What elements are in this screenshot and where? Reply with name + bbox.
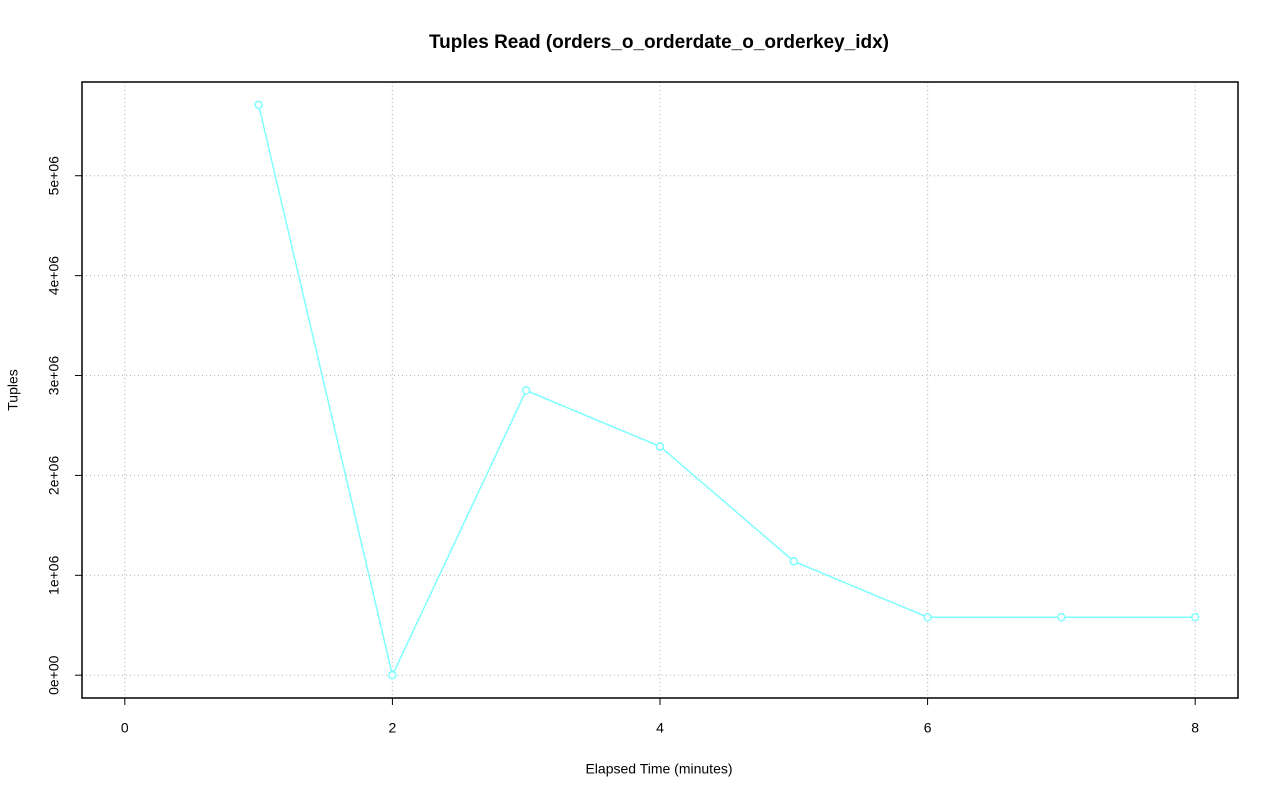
y-tick-label: 0e+00: [46, 655, 62, 695]
x-tick-label: 0: [121, 720, 129, 736]
x-tick-label: 2: [389, 720, 397, 736]
line: [257, 104, 1196, 678]
point: [655, 442, 665, 451]
point: [789, 557, 799, 566]
x-tick-label: 8: [1191, 720, 1199, 736]
point: [923, 612, 932, 622]
y-tick-label: 3e+06: [46, 356, 62, 396]
y-tick-label: 4e+06: [46, 256, 62, 296]
y-tick-label: 5e+06: [46, 156, 62, 196]
y-tick-label: 1e+06: [46, 555, 62, 595]
x-tick-label: 4: [656, 720, 664, 736]
point: [1057, 612, 1066, 622]
plot-frame: [81, 81, 1239, 699]
y-tick-label: 2e+06: [46, 456, 62, 496]
point: [254, 100, 263, 110]
point: [1190, 612, 1200, 622]
y-axis-label: Tuples: [5, 369, 21, 411]
chart-title: Tuples Read (orders_o_orderdate_o_orderk…: [429, 32, 889, 53]
point: [521, 386, 531, 395]
x-tick-label: 6: [924, 720, 932, 736]
x-axis-label: Elapsed Time (minutes): [585, 761, 732, 777]
point: [388, 670, 397, 680]
